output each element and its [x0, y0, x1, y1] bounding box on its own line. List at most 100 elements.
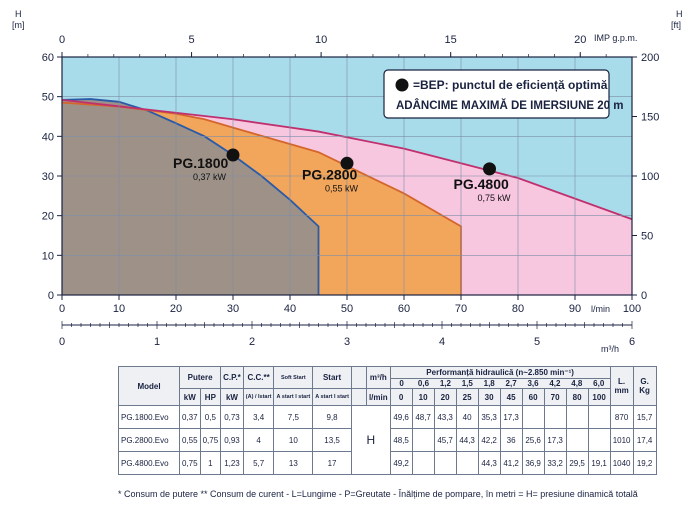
m3h-value: 1,5: [461, 379, 473, 388]
head-value-cell: 43,3: [433, 405, 457, 429]
head-value-cell: [543, 405, 567, 429]
start-header: Start: [312, 366, 352, 389]
perf-header-title: Performanță hidraulică (n~2.850 min⁻¹): [390, 367, 610, 379]
lmin-label: l/min: [365, 388, 391, 406]
lmin-value: 25: [455, 388, 479, 406]
left-tick-label: 30: [42, 171, 54, 183]
mid-tick-label: 50: [341, 303, 353, 315]
left-tick-label: 20: [42, 211, 54, 223]
top-tick-label: 10: [315, 34, 327, 46]
mid-tick-label: 10: [113, 303, 125, 315]
soft-start-cell: 7,5: [273, 405, 314, 429]
length-cell: 1010: [609, 428, 634, 452]
start-cell: 9,8: [312, 405, 352, 429]
legend-depth-text: ADÂNCIME MAXIMĂ DE IMERSIUNE 20 m: [396, 99, 623, 112]
table-footnote: * Consum de putere ** Consum de curent -…: [118, 489, 638, 499]
head-value-cell: 49,2: [389, 451, 413, 475]
x-mid-unit: l/min: [591, 304, 610, 314]
series-name-pg4800: PG.4800: [454, 176, 509, 192]
head-value-cell: 40: [455, 405, 479, 429]
m3h-value: 1,8: [483, 379, 495, 388]
right-tick-label: 150: [641, 112, 659, 124]
length-cell: 1040: [609, 451, 634, 475]
m3h-value: 0,6: [417, 379, 430, 388]
lmin-value: 20: [433, 388, 457, 406]
x-bottom-unit: m³/h: [601, 344, 619, 354]
performance-table: Model Putere C.P.* C.C.** Soft Start Sta…: [118, 366, 657, 475]
head-value-cell: 44,3: [455, 428, 479, 452]
putere-header: Putere: [178, 366, 222, 389]
head-value-cell: [587, 405, 611, 429]
y-right-title: H: [676, 9, 683, 19]
head-value-cell: 25,6: [521, 428, 545, 452]
mid-tick-label: 80: [512, 303, 524, 315]
y-right-unit: [ft]: [671, 20, 681, 30]
mid-tick-label: 40: [284, 303, 296, 315]
weight-cell: 15,7: [632, 405, 657, 429]
series-power-pg1800: 0,37 kW: [193, 172, 227, 182]
left-tick-label: 60: [42, 52, 54, 64]
head-value-cell: [455, 451, 479, 475]
mid-tick-label: 100: [623, 303, 641, 315]
start-cell: 13,5: [312, 428, 352, 452]
left-tick-label: 10: [42, 250, 54, 262]
bottom-tick-label: 5: [534, 336, 540, 348]
m3h-value: 1,2: [439, 379, 451, 388]
y-left-unit: [m]: [12, 20, 25, 30]
head-value-cell: [565, 428, 589, 452]
head-value-cell: [587, 428, 611, 452]
right-tick-label: 100: [641, 171, 659, 183]
bep-pg2800: [340, 156, 354, 170]
series-power-pg4800: 0,75 kW: [478, 193, 512, 203]
perf-header: Performanță hidraulică (n~2.850 min⁻¹) 0 0…: [389, 366, 611, 389]
head-value-cell: 49,6: [389, 405, 413, 429]
start-cell: 17: [312, 451, 352, 475]
head-value-cell: 42,2: [477, 428, 501, 452]
lmin-value: 100: [587, 388, 611, 406]
length-cell: 870: [609, 405, 634, 429]
soft-start-cell: 10: [273, 428, 314, 452]
hp-cell: 0,5: [199, 405, 222, 429]
left-tick-label: 50: [42, 92, 54, 104]
model-cell: PG.2800.Evo: [118, 428, 180, 452]
unit-cc: (A) / Istart: [242, 388, 275, 406]
cc-cell: 5,7: [242, 451, 275, 475]
cc-cell: 4: [242, 428, 275, 452]
m3h-value: 6,0: [593, 379, 605, 388]
lmin-value: 45: [499, 388, 523, 406]
head-value-cell: 36,9: [521, 451, 545, 475]
head-value-cell: [411, 428, 435, 452]
bottom-tick-label: 6: [629, 336, 635, 348]
table-row: PG.4800.Evo 0,75 1 1,23 5,7 13 17 49,2 44,3 41,2 3…: [118, 451, 657, 475]
lmin-value: 10: [411, 388, 435, 406]
head-value-cell: 29,5: [565, 451, 589, 475]
head-value-cell: 19,1: [587, 451, 611, 475]
legend-box: =BEP: punctul de eficiență optimă ADÂNCI…: [383, 69, 623, 119]
head-value-cell: 17,3: [543, 428, 567, 452]
m3h-value: 2,7: [505, 379, 517, 388]
cp-header: C.P.*: [220, 366, 244, 389]
unit-start: A start I start: [312, 388, 352, 406]
soft-start-cell: 13: [273, 451, 314, 475]
cp-cell: 0,73: [220, 405, 244, 429]
unit-cp: kW: [220, 388, 244, 406]
unit-hp: HP: [199, 388, 222, 406]
m3h-label: m³/h: [365, 366, 391, 389]
bottom-tick-label: 1: [154, 336, 160, 348]
head-value-cell: 48,7: [411, 405, 435, 429]
weight-cell: 19,2: [632, 451, 657, 475]
l-header: L. mm: [609, 366, 634, 406]
kw-cell: 0,75: [179, 451, 201, 475]
lmin-value: 30: [477, 388, 501, 406]
top-tick-label: 20: [574, 34, 586, 46]
hp-cell: 1: [199, 451, 222, 475]
bottom-tick-label: 3: [344, 336, 350, 348]
area-pg1800: [62, 99, 319, 296]
model-cell: PG.4800.Evo: [118, 451, 180, 475]
cp-cell: 1,23: [220, 451, 244, 475]
top-tick-label: 15: [445, 34, 457, 46]
m3h-value: 4,8: [571, 379, 583, 388]
mid-tick-label: 60: [398, 303, 410, 315]
